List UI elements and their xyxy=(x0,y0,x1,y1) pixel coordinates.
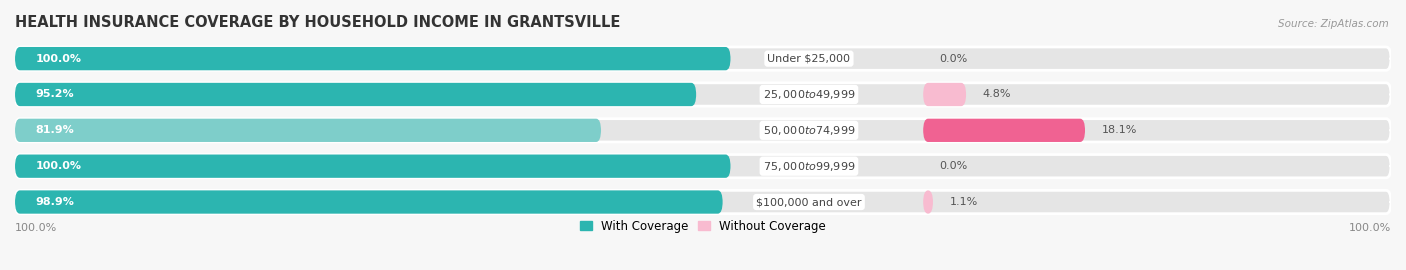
Text: 100.0%: 100.0% xyxy=(35,161,82,171)
FancyBboxPatch shape xyxy=(15,47,731,70)
Text: $75,000 to $99,999: $75,000 to $99,999 xyxy=(762,160,855,173)
FancyBboxPatch shape xyxy=(15,154,731,178)
Text: 100.0%: 100.0% xyxy=(15,223,58,233)
Text: 81.9%: 81.9% xyxy=(35,125,75,135)
Text: 1.1%: 1.1% xyxy=(949,197,977,207)
FancyBboxPatch shape xyxy=(924,83,966,106)
FancyBboxPatch shape xyxy=(15,119,1391,142)
Text: Source: ZipAtlas.com: Source: ZipAtlas.com xyxy=(1278,19,1389,29)
Text: HEALTH INSURANCE COVERAGE BY HOUSEHOLD INCOME IN GRANTSVILLE: HEALTH INSURANCE COVERAGE BY HOUSEHOLD I… xyxy=(15,15,620,30)
FancyBboxPatch shape xyxy=(924,119,1085,142)
Text: 0.0%: 0.0% xyxy=(939,54,967,64)
FancyBboxPatch shape xyxy=(924,190,934,214)
Text: $50,000 to $74,999: $50,000 to $74,999 xyxy=(762,124,855,137)
Text: $100,000 and over: $100,000 and over xyxy=(756,197,862,207)
Text: 100.0%: 100.0% xyxy=(35,54,82,64)
Text: $25,000 to $49,999: $25,000 to $49,999 xyxy=(762,88,855,101)
FancyBboxPatch shape xyxy=(15,154,1391,178)
Text: 100.0%: 100.0% xyxy=(1348,223,1391,233)
FancyBboxPatch shape xyxy=(15,119,600,142)
Text: 0.0%: 0.0% xyxy=(939,161,967,171)
Text: 98.9%: 98.9% xyxy=(35,197,75,207)
Text: Under $25,000: Under $25,000 xyxy=(768,54,851,64)
Text: 18.1%: 18.1% xyxy=(1101,125,1137,135)
FancyBboxPatch shape xyxy=(15,83,696,106)
FancyBboxPatch shape xyxy=(15,47,1391,70)
FancyBboxPatch shape xyxy=(15,190,1391,214)
FancyBboxPatch shape xyxy=(15,83,1391,106)
FancyBboxPatch shape xyxy=(15,190,723,214)
Text: 4.8%: 4.8% xyxy=(983,89,1011,99)
Text: 95.2%: 95.2% xyxy=(35,89,75,99)
Legend: With Coverage, Without Coverage: With Coverage, Without Coverage xyxy=(579,220,827,233)
